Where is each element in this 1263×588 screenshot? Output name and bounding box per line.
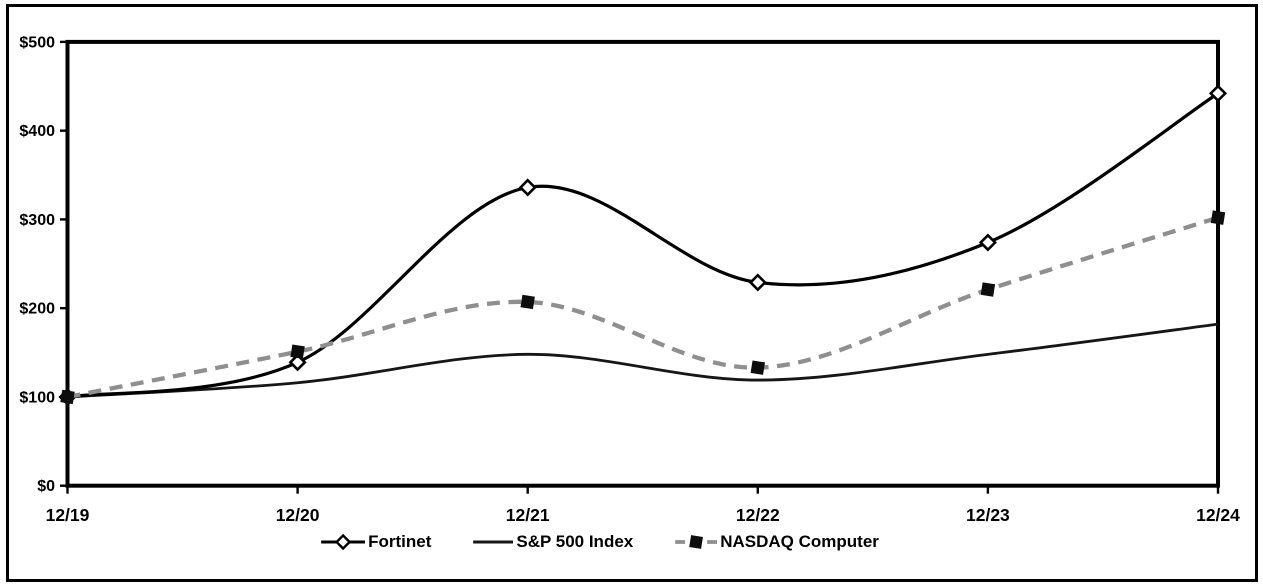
series-line xyxy=(67,92,1219,399)
diamond-marker xyxy=(748,273,767,292)
legend: Fortinet S&P 500 Index NASDAQ Computer xyxy=(321,532,879,552)
y-axis-tick-label: $0 xyxy=(37,478,55,495)
legend-label-sp500: S&P 500 Index xyxy=(516,532,634,551)
legend-item-sp500: S&P 500 Index xyxy=(473,532,633,552)
nasdaq-dashed-square-icon xyxy=(675,535,718,549)
square-marker xyxy=(60,389,75,405)
legend-item-fortinet: Fortinet xyxy=(321,532,431,552)
x-axis-tick-label: 12/21 xyxy=(506,505,550,525)
legend-label-fortinet: Fortinet xyxy=(368,532,432,551)
diamond-marker xyxy=(978,233,997,252)
square-marker xyxy=(1210,210,1226,225)
y-axis-tick-label: $100 xyxy=(19,389,55,406)
square-marker xyxy=(520,294,535,310)
legend-label-nasdaq: NASDAQ Computer xyxy=(720,532,879,551)
plot-border xyxy=(65,39,1220,488)
y-axis-tick-label: $300 xyxy=(19,212,55,229)
x-axis-tick-label: 12/23 xyxy=(966,505,1010,525)
diamond-marker xyxy=(518,178,537,197)
diamond-marker xyxy=(288,353,307,372)
square-marker xyxy=(750,360,766,375)
x-axis-tick-label: 12/19 xyxy=(46,505,90,525)
sp500-line-icon xyxy=(473,540,514,544)
x-axis-tick-label: 12/24 xyxy=(1196,505,1240,525)
square-marker xyxy=(290,344,305,359)
fortinet-line-diamond-icon xyxy=(321,534,366,550)
diamond-marker xyxy=(1208,84,1228,103)
x-axis-tick-label: 12/22 xyxy=(736,505,780,525)
x-axis-tick-label: 12/20 xyxy=(276,505,320,525)
y-axis-tick-label: $400 xyxy=(19,123,55,140)
series-line xyxy=(67,322,1219,399)
y-axis-tick-label: $500 xyxy=(19,34,55,51)
y-axis-tick-label: $200 xyxy=(19,301,55,318)
series-line xyxy=(67,215,1219,400)
legend-item-nasdaq: NASDAQ Computer xyxy=(675,532,879,552)
square-marker xyxy=(980,282,996,297)
